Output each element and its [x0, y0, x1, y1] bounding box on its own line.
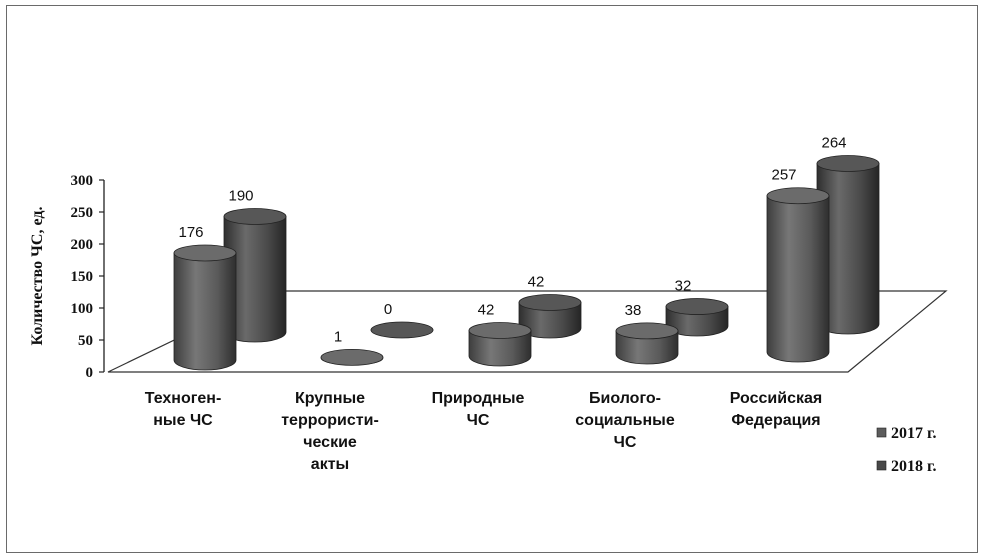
- bar-2017-1: [320, 348, 384, 366]
- data-label: 176: [178, 224, 203, 241]
- cylinder-body: [766, 195, 830, 363]
- bar-2017-0: [173, 244, 237, 371]
- category-label: Техноген-ные ЧС: [145, 390, 222, 429]
- bar-2018-1: [370, 321, 434, 339]
- category-label-line: Федерация: [731, 412, 820, 429]
- y-tick-label: 200: [71, 237, 94, 253]
- legend-swatch: [876, 427, 887, 438]
- chart-frame: [6, 5, 978, 553]
- cylinder-body: [615, 330, 679, 365]
- bar-2017-3: [615, 322, 679, 365]
- y-axis: 0 50 100 150 200 250 300 Количество ЧС, ед.: [29, 173, 105, 381]
- data-label: 264: [821, 134, 846, 151]
- category-label-line: ческие: [303, 434, 357, 451]
- category-label: Биолого-социальные ЧС: [575, 390, 675, 451]
- data-label: 1: [334, 328, 342, 345]
- legend-swatch: [876, 460, 887, 471]
- cylinder-body: [173, 252, 237, 371]
- category-label-line: социальные: [575, 412, 675, 429]
- y-tick-label: 50: [78, 333, 93, 349]
- category-label: Крупные террористи-ческие акты: [281, 390, 379, 473]
- category-label-line: Крупные: [295, 390, 365, 407]
- data-label: 38: [625, 302, 642, 319]
- y-tick-label: 100: [71, 301, 94, 317]
- data-label: 42: [528, 273, 545, 290]
- category-label-line: Природные: [432, 390, 525, 407]
- cylinder-top: [816, 155, 880, 172]
- y-tick-label: 150: [71, 269, 94, 285]
- data-label: 0: [384, 301, 392, 318]
- category-label-line: Российская: [730, 390, 822, 407]
- cylinder-top: [468, 322, 532, 339]
- cylinder-top: [370, 321, 434, 339]
- category-label: Российская Федерация: [730, 390, 822, 429]
- bar-2018-2: [518, 294, 582, 339]
- data-label: 42: [478, 301, 495, 318]
- category-label-line: Техноген-: [145, 390, 222, 407]
- bar-2018-3: [665, 298, 729, 337]
- category-labels: Техноген-ные ЧС Крупные террористи-ческие а…: [145, 390, 823, 473]
- data-labels: 190 176 0 1 42 42 32 38 264 257: [178, 134, 846, 345]
- cylinder-top: [766, 187, 830, 205]
- bar-2018-4: [816, 155, 880, 335]
- cylinder-top: [173, 244, 237, 262]
- legend-label: 2017 г.: [891, 425, 936, 442]
- cylinder-top: [665, 298, 729, 315]
- bar-2018-0: [223, 208, 287, 343]
- bar-2017-4: [766, 187, 830, 363]
- cylinder-top: [518, 294, 582, 311]
- data-label: 257: [771, 167, 796, 184]
- y-tick-label: 0: [86, 365, 94, 381]
- cylinder-body: [468, 330, 532, 367]
- y-axis-label: Количество ЧС, ед.: [29, 207, 46, 346]
- legend-label: 2018 г.: [891, 458, 936, 475]
- bar-2017-2: [468, 322, 532, 367]
- category-label-line: Биолого-: [589, 390, 661, 407]
- y-tick-label: 250: [71, 205, 94, 221]
- category-label-line: ЧС: [614, 434, 637, 451]
- category-label-line: ЧС: [467, 412, 490, 429]
- category-label-line: террористи-: [281, 412, 379, 429]
- data-label: 190: [228, 187, 253, 204]
- cylinder-top: [223, 208, 287, 225]
- data-label: 32: [675, 278, 692, 295]
- category-label-line: акты: [311, 456, 349, 473]
- cylinder-top: [320, 348, 384, 366]
- category-label-line: ные ЧС: [153, 412, 213, 429]
- category-label: Природные ЧС: [432, 390, 525, 429]
- y-tick-label: 300: [71, 173, 94, 189]
- cylinder-top: [615, 322, 679, 340]
- legend: 2017 г. 2018 г.: [876, 425, 936, 475]
- bars: [173, 155, 880, 371]
